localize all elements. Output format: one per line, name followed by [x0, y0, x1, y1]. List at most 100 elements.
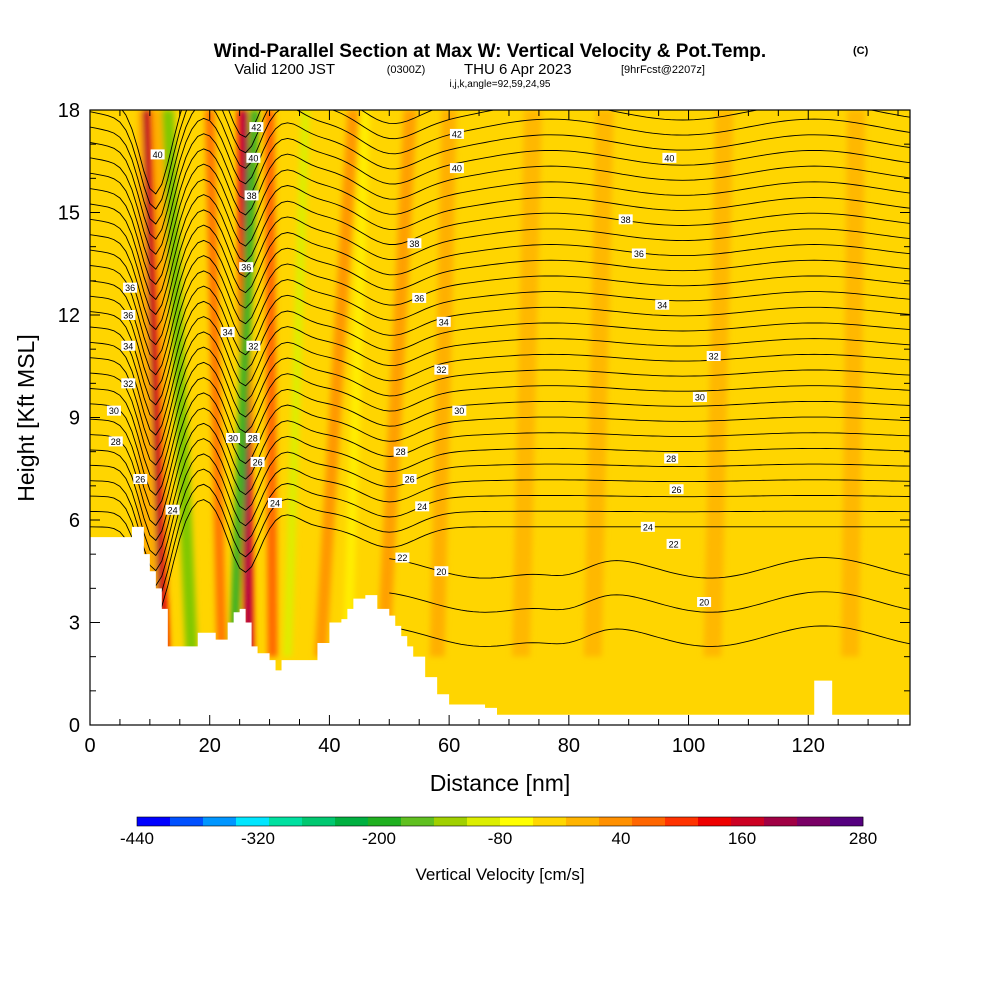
contour-label: 26: [135, 475, 145, 485]
downdraft-band-2: [228, 110, 260, 657]
updraft-band-10: [703, 110, 734, 657]
contour-label: 28: [248, 434, 258, 444]
updraft-band-2: [204, 110, 227, 657]
updraft-band-8: [511, 110, 542, 657]
x-tick-label: 120: [792, 735, 825, 757]
colorbar-swatch: [797, 817, 831, 826]
contour-label: 26: [253, 457, 263, 467]
contour-label-bg: [220, 327, 235, 338]
contour-label-bg: [245, 433, 260, 443]
colorbar-tick-label: 40: [612, 829, 631, 848]
theta-contour-line: [90, 117, 910, 240]
contour-label: 38: [247, 191, 257, 201]
colorbar-swatch: [599, 817, 633, 826]
contour-label: 40: [153, 150, 163, 160]
colorbar-swatch: [698, 817, 732, 826]
colorbar-swatch: [830, 817, 864, 826]
colorbar-swatch: [302, 817, 336, 826]
contour-label-bg: [123, 282, 138, 293]
y-tick-label: 12: [58, 305, 80, 327]
colorbar-swatch: [236, 817, 270, 826]
contour-label-bg: [239, 262, 254, 273]
contour-label-bg: [121, 378, 136, 389]
contour-label: 26: [672, 485, 682, 495]
contour-label: 36: [125, 283, 135, 293]
contour-label-bg: [249, 122, 264, 133]
colorbar-swatch: [203, 817, 237, 826]
colorbar-swatch: [467, 817, 501, 826]
contour-label: 22: [397, 553, 407, 563]
contour-label: 32: [123, 379, 133, 389]
x-tick-label: 80: [558, 735, 580, 757]
chart-title: Wind-Parallel Section at Max W: Vertical…: [214, 41, 766, 62]
contour-label: 22: [669, 539, 679, 549]
theta-contour-line: [90, 407, 910, 527]
axis-ticks: [89, 109, 910, 726]
contour-label: 36: [634, 249, 644, 259]
colorbar-swatch: [632, 817, 666, 826]
contour-label: 40: [664, 153, 674, 163]
contour-label-bg: [449, 163, 464, 174]
valid-date-label: THU 6 Apr 2023: [464, 61, 572, 78]
contour-label: 40: [452, 164, 462, 174]
forecast-label: [9hrFcst@2207z]: [621, 64, 705, 76]
contour-label: 36: [241, 263, 251, 273]
updraft-band-11: [841, 110, 866, 657]
contour-label-bg: [402, 474, 417, 484]
contour-label: 24: [270, 498, 280, 508]
contour-label-bg: [246, 152, 261, 163]
theta-contour-line: [90, 468, 910, 587]
contour-label: 38: [621, 215, 631, 225]
y-tick-label: 15: [58, 203, 80, 225]
colorbar-tick-label: 280: [849, 829, 877, 848]
contour-label: 24: [417, 502, 427, 512]
copyright-mark: (C): [853, 45, 869, 57]
contour-label-bg: [692, 392, 707, 402]
contour-label-bg: [393, 446, 408, 457]
contour-label-bg: [106, 405, 121, 416]
theta-contour-line: [90, 377, 910, 496]
contour-label: 34: [123, 341, 133, 351]
updraft-band-4: [264, 110, 278, 657]
contour-label: 32: [709, 352, 719, 362]
colorbar-swatch: [335, 817, 369, 826]
contour-label-bg: [640, 521, 655, 532]
contour-label-bg: [664, 453, 679, 464]
theta-contour-line: [389, 557, 910, 579]
contour-label-bg: [226, 433, 241, 443]
theta-contour-line: [90, 483, 910, 602]
contour-label-bg: [415, 501, 430, 512]
theta-contour-line: [90, 270, 910, 391]
theta-contour-line: [90, 392, 910, 511]
colorbar-swatch: [500, 817, 534, 826]
contour-label: 34: [657, 300, 667, 310]
contour-label-bg: [412, 292, 427, 303]
terrain-mask: [90, 526, 910, 725]
downdraft-band-1: [161, 110, 198, 657]
x-tick-label: 0: [84, 735, 95, 757]
contour-label-bg: [434, 364, 449, 375]
theta-contour-line: [90, 346, 910, 466]
colorbar-swatch: [434, 817, 468, 826]
contour-label-bg: [267, 497, 282, 508]
contour-label: 28: [396, 447, 406, 457]
contour-label-bg: [150, 149, 165, 160]
theta-contour-line: [90, 110, 910, 210]
contour-label: 24: [168, 505, 178, 515]
contour-label-bg: [165, 504, 180, 515]
colorbar-tick-label: -80: [488, 829, 513, 848]
contour-label: 30: [109, 406, 119, 416]
contour-label-bg: [434, 566, 449, 577]
contour-label: 36: [123, 311, 133, 321]
theta-contour-line: [90, 110, 910, 225]
theta-contour-line: [90, 133, 910, 255]
x-tick-label: 60: [438, 735, 460, 757]
updraft-band-5: [314, 110, 360, 657]
colorbar-swatch: [269, 817, 303, 826]
contour-label: 28: [666, 454, 676, 464]
contour-label-bg: [108, 436, 123, 447]
colorbar-swatch: [533, 817, 567, 826]
contour-label: 32: [248, 341, 258, 351]
theta-contour-line: [90, 178, 910, 301]
